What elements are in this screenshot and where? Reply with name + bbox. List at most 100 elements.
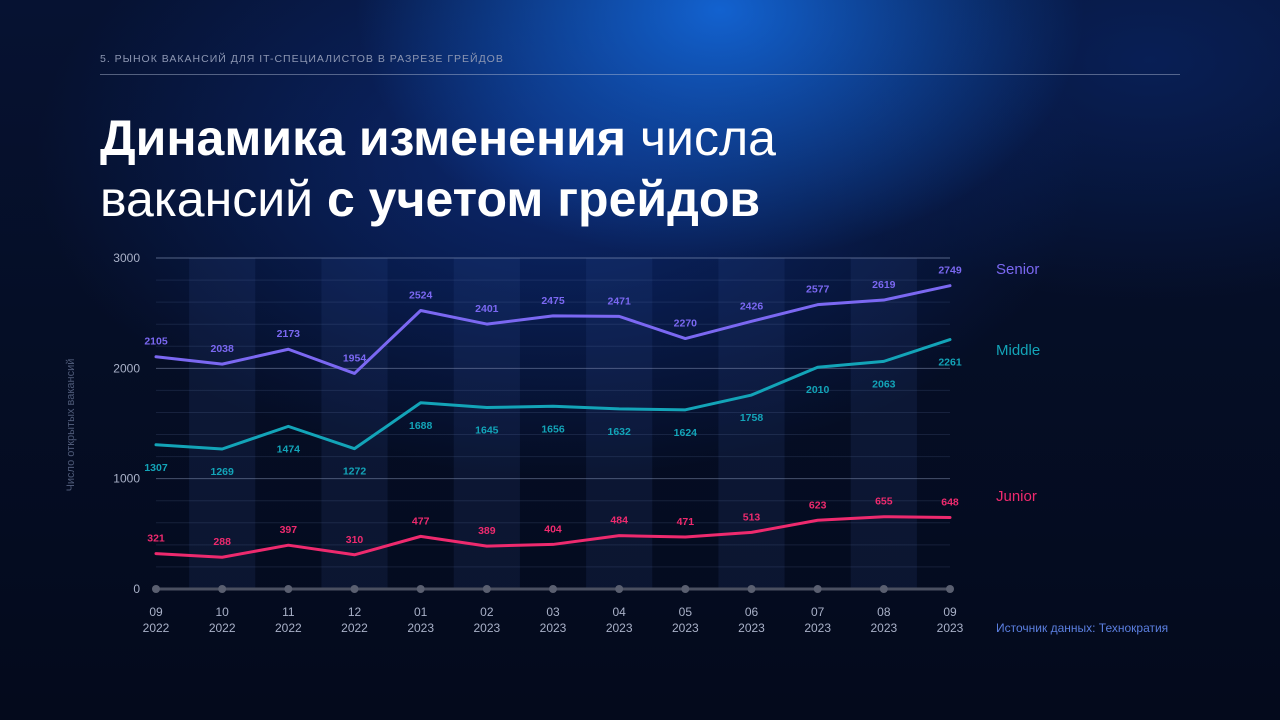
x-tick-label-year: 2023 [473, 621, 500, 635]
x-tick-label-year: 2022 [209, 621, 236, 635]
page-title: Динамика изменения числа вакансий с учето… [100, 108, 1100, 230]
x-axis-marker [482, 585, 491, 593]
data-label-middle: 2063 [872, 378, 896, 390]
x-tick-label-month: 07 [811, 605, 825, 619]
x-tick-label-month: 08 [877, 605, 891, 619]
title-bold-2: с учетом грейдов [326, 171, 761, 227]
x-axis-marker [747, 585, 756, 593]
data-label-middle: 1645 [475, 425, 499, 437]
data-label-junior: 389 [478, 525, 496, 537]
data-label-senior: 2524 [409, 290, 433, 302]
column-band [850, 258, 917, 589]
data-label-senior: 2401 [475, 303, 499, 315]
data-label-senior: 2471 [607, 295, 631, 307]
data-label-senior: 2619 [872, 279, 896, 291]
data-label-senior: 2749 [938, 265, 962, 277]
data-label-middle: 1269 [210, 466, 234, 478]
data-label-junior: 623 [809, 499, 827, 511]
x-tick-label-year: 2023 [606, 621, 633, 635]
x-axis-marker [416, 585, 425, 593]
x-tick-label-month: 11 [282, 605, 295, 619]
x-axis-marker [350, 585, 359, 593]
x-tick-label-year: 2023 [937, 621, 964, 635]
data-label-junior: 288 [213, 536, 231, 548]
data-source-note: Источник данных: Технократия [996, 621, 1169, 635]
x-axis-marker [946, 585, 954, 593]
series-line-junior [154, 515, 952, 559]
data-label-middle: 1688 [409, 420, 433, 432]
x-axis-marker [284, 585, 293, 593]
data-label-middle: 1307 [144, 462, 168, 474]
data-label-senior: 1954 [343, 352, 367, 364]
x-axis-marker [549, 585, 557, 593]
series-line-middle [154, 338, 952, 451]
data-label-middle: 1632 [607, 426, 631, 438]
x-tick-label-year: 2023 [804, 621, 831, 635]
y-axis-label: Число открытых вакансий [65, 358, 77, 492]
y-tick-label: 1000 [113, 472, 140, 486]
data-label-senior: 2426 [740, 300, 764, 312]
title-regular-1: числа [626, 110, 776, 166]
column-band [189, 258, 256, 589]
column-band [453, 258, 520, 589]
data-label-senior: 2270 [674, 318, 698, 330]
x-tick-label-month: 09 [149, 605, 163, 619]
data-label-junior: 648 [941, 497, 959, 509]
data-label-junior: 321 [147, 533, 165, 545]
x-tick-label-month: 12 [348, 605, 362, 619]
data-label-middle: 1624 [674, 427, 698, 439]
data-label-senior: 2577 [806, 284, 830, 296]
x-tick-label-year: 2023 [672, 621, 699, 635]
x-tick-label-year: 2023 [407, 621, 434, 635]
x-tick-label-month: 06 [745, 605, 759, 619]
breadcrumb: 5. Рынок вакансий для IT-специалистов в … [100, 53, 504, 65]
data-label-junior: 484 [610, 515, 628, 527]
x-axis-marker [879, 585, 888, 593]
title-regular-2: вакансий [100, 171, 327, 227]
data-label-junior: 471 [677, 516, 695, 528]
x-tick-label-month: 09 [943, 605, 957, 619]
data-label-junior: 310 [346, 534, 364, 546]
column-band [586, 258, 653, 589]
data-label-junior: 655 [875, 496, 893, 508]
data-label-middle: 2261 [938, 357, 962, 369]
x-tick-label-year: 2022 [275, 621, 302, 635]
legend-junior: Junior [996, 488, 1037, 505]
y-tick-label: 3000 [113, 251, 140, 265]
x-tick-label-year: 2023 [870, 621, 897, 635]
data-label-middle: 1272 [343, 466, 367, 478]
data-label-middle: 1656 [541, 423, 565, 435]
data-label-junior: 404 [544, 523, 562, 535]
series-line-senior [154, 284, 952, 375]
legend-middle: Middle [996, 342, 1041, 359]
x-tick-label-month: 10 [215, 605, 229, 619]
y-tick-label: 0 [133, 582, 140, 596]
data-label-senior: 2105 [144, 336, 168, 348]
x-tick-label-year: 2022 [143, 621, 170, 635]
data-label-senior: 2173 [277, 328, 301, 340]
x-tick-label-year: 2023 [738, 621, 765, 635]
x-tick-label-month: 02 [480, 605, 494, 619]
data-label-senior: 2475 [541, 295, 565, 307]
header-divider [100, 74, 1180, 75]
x-tick-label-year: 2022 [341, 621, 368, 635]
x-tick-label-month: 05 [679, 605, 693, 619]
data-label-middle: 2010 [806, 384, 830, 396]
data-label-middle: 1758 [740, 412, 764, 424]
x-tick-label-year: 2023 [540, 621, 567, 635]
x-axis-marker [813, 585, 822, 593]
data-label-senior: 2038 [210, 343, 234, 355]
x-axis-marker [218, 585, 227, 593]
data-label-junior: 513 [743, 511, 761, 523]
x-tick-label-month: 04 [612, 605, 626, 619]
x-tick-label-month: 01 [414, 605, 428, 619]
column-band [321, 258, 388, 589]
y-tick-label: 2000 [113, 361, 140, 375]
title-bold-1: Динамика изменения [100, 110, 627, 166]
x-axis-marker [615, 585, 624, 593]
x-axis-marker [681, 585, 690, 593]
data-label-junior: 397 [280, 524, 298, 536]
x-axis-marker [152, 585, 160, 593]
legend-senior: Senior [996, 261, 1040, 278]
